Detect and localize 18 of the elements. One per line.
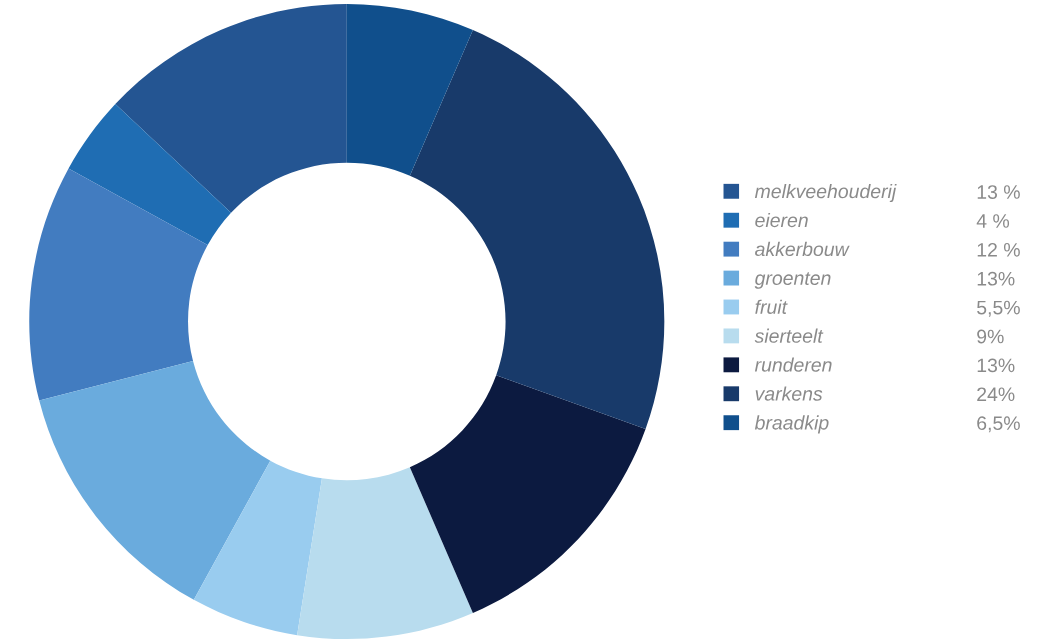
legend-label: braadkip: [754, 415, 829, 434]
legend-label: akkerbouw: [755, 241, 850, 257]
data-label: 5,5%: [977, 300, 1020, 317]
legend-label: varkens: [755, 386, 823, 401]
legend-label: eieren: [755, 212, 808, 228]
data-label: 12 %: [977, 242, 1020, 257]
data-label: 4 %: [976, 214, 1010, 228]
legend-label: groenten: [754, 272, 831, 289]
data-label: 24%: [977, 387, 1015, 402]
data-label: 9%: [977, 329, 1004, 344]
legend-label: runderen: [754, 357, 832, 372]
data-label: 13%: [977, 271, 1015, 286]
legend-label: melkveehouderij: [754, 183, 897, 203]
data-label: 13%: [977, 358, 1015, 373]
legend-label: sierteelt: [754, 328, 824, 343]
legend-label: fruit: [755, 299, 788, 314]
data-label: 13 %: [977, 185, 1020, 199]
data-label: 6,5%: [977, 416, 1020, 433]
